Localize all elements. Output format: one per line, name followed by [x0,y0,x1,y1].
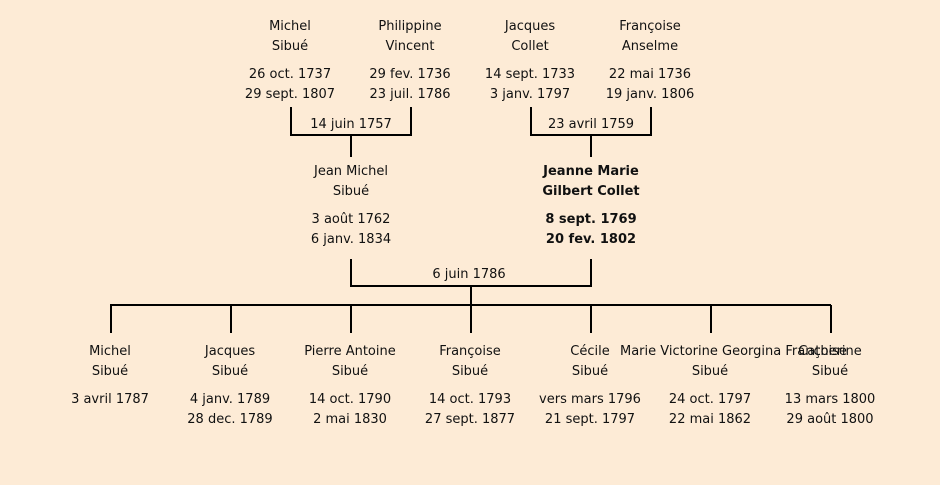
person-birth-date: 14 oct. 1790 [308,392,392,407]
person-death-date: 2 mai 1830 [313,412,387,427]
person-grandparent[interactable]: Françoise Anselme 22 mai 1736 19 janv. 1… [560,17,740,105]
person-last-name: Sibué [571,364,609,379]
person-birth-date: 8 sept. 1769 [545,212,637,227]
person-first-name: Jacques [504,19,556,34]
person-child[interactable]: Catherine Sibué 13 mars 1800 29 août 180… [740,342,920,430]
marriage-date-parents: 6 juin 1786 [432,267,506,282]
person-birth-date: 22 mai 1736 [608,67,692,82]
person-death-date: 6 janv. 1834 [310,232,392,247]
person-child[interactable]: Cécile Sibué vers mars 1796 21 sept. 179… [500,342,680,430]
person-last-name: Sibué [332,184,370,199]
person-last-name: Vincent [385,39,435,54]
person-birth-date: 14 sept. 1733 [484,67,576,82]
person-last-name: Sibué [91,364,129,379]
person-death-date: 19 janv. 1806 [605,87,695,102]
person-child[interactable]: Pierre Antoine Sibué 14 oct. 1790 2 mai … [260,342,440,430]
person-grandparent[interactable]: Philippine Vincent 29 fev. 1736 23 juil.… [320,17,500,105]
person-grandparent[interactable]: Michel Sibué 26 oct. 1737 29 sept. 1807 [200,17,380,105]
person-death-date: 28 dec. 1789 [187,412,273,427]
person-mother-focus[interactable]: Jeanne Marie Gilbert Collet 8 sept. 1769… [501,162,681,250]
person-last-name: Sibué [451,364,489,379]
person-death-date: 23 juil. 1786 [369,87,451,102]
person-birth-date: 4 janv. 1789 [189,392,271,407]
person-first-name: Jean Michel [314,164,388,179]
person-birth-date: 24 oct. 1797 [668,392,752,407]
person-last-name: Gilbert Collet [542,184,640,199]
person-last-name: Sibué [271,39,309,54]
person-grandparent[interactable]: Jacques Collet 14 sept. 1733 3 janv. 179… [440,17,620,105]
person-last-name: Collet [511,39,549,54]
person-last-name: Anselme [621,39,679,54]
person-first-name: Michel [269,19,311,34]
person-birth-date: 3 août 1762 [311,212,391,227]
person-child[interactable]: Marie Victorine Georgina Françoise Sibué… [620,342,847,430]
person-death-date: 29 sept. 1807 [244,87,336,102]
person-father[interactable]: Jean Michel Sibué 3 août 1762 6 janv. 18… [261,162,441,250]
person-child[interactable]: Jacques Sibué 4 janv. 1789 28 dec. 1789 [140,342,320,430]
person-birth-date: vers mars 1796 [539,392,641,407]
person-child[interactable]: Michel Sibué 3 avril 1787 [20,342,200,410]
person-last-name: Sibué [811,364,849,379]
person-birth-date: 13 mars 1800 [784,392,876,407]
person-first-name: Françoise [619,19,681,34]
person-last-name: Sibué [211,364,249,379]
person-first-name: Catherine [798,344,862,359]
person-birth-date: 3 avril 1787 [71,392,149,407]
person-death-date: 27 sept. 1877 [424,412,516,427]
person-last-name: Sibué [691,364,729,379]
person-death-date: 20 fev. 1802 [545,232,637,247]
person-first-name: Jeanne Marie [543,164,639,179]
person-death-date: 3 janv. 1797 [489,87,571,102]
person-birth-date: 14 oct. 1793 [428,392,512,407]
person-child[interactable]: Françoise Sibué 14 oct. 1793 27 sept. 18… [380,342,560,430]
person-birth-date: 29 fev. 1736 [369,67,451,82]
person-first-name: Françoise [439,344,501,359]
person-first-name: Pierre Antoine [304,344,396,359]
person-first-name: Michel [89,344,131,359]
person-first-name: Marie Victorine Georgina Françoise [620,344,847,359]
person-first-name: Jacques [204,344,256,359]
person-first-name: Philippine [378,19,442,34]
person-death-date: 29 août 1800 [786,412,874,427]
marriage-date-paternal: 14 juin 1757 [310,117,392,132]
person-birth-date: 26 oct. 1737 [248,67,332,82]
person-death-date: 21 sept. 1797 [544,412,636,427]
person-last-name: Sibué [331,364,369,379]
person-death-date: 22 mai 1862 [668,412,752,427]
marriage-date-maternal: 23 avril 1759 [547,117,635,132]
person-first-name: Cécile [570,344,610,359]
